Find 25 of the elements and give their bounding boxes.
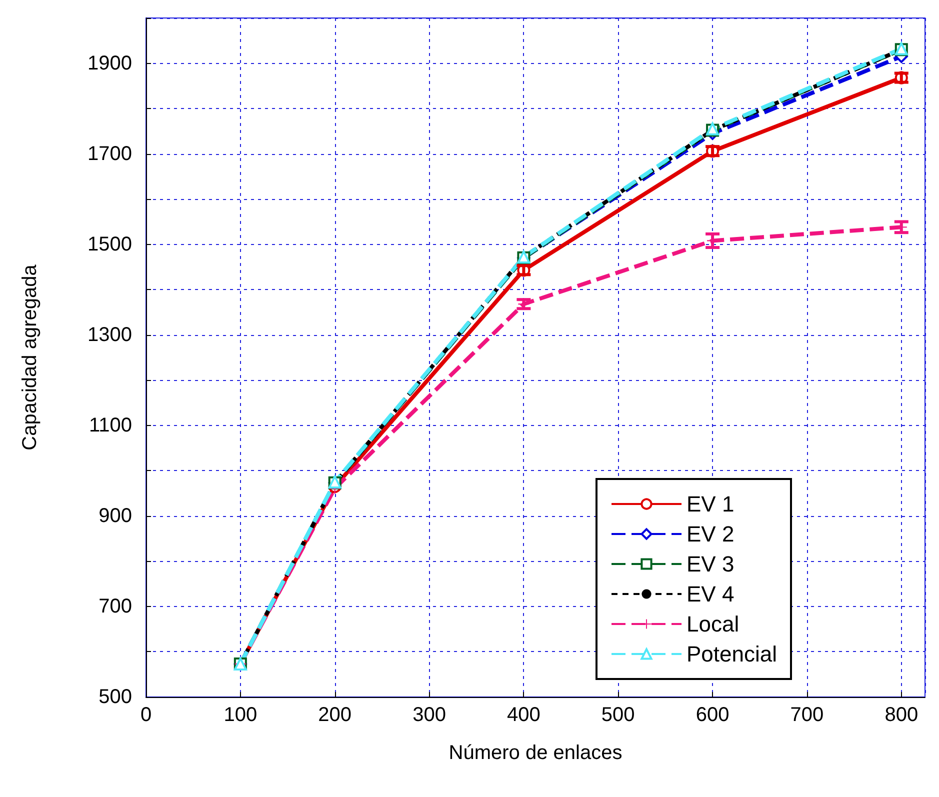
x-tick-label: 0: [140, 704, 152, 726]
y-tick-label: 500: [98, 686, 132, 708]
x-tick-label: 300: [412, 704, 446, 726]
x-axis-title: Número de enlaces: [448, 742, 622, 764]
legend-label: EV 3: [686, 552, 734, 576]
legend-label: Local: [686, 612, 740, 636]
x-tick-label: 200: [318, 704, 352, 726]
legend-label: EV 1: [686, 492, 734, 516]
x-tick-label: 100: [224, 704, 258, 726]
y-tick-label: 1300: [88, 324, 132, 346]
legend-label: EV 4: [686, 582, 734, 606]
x-tick-label: 800: [884, 704, 918, 726]
x-tick-label: 700: [790, 704, 824, 726]
legend-label: EV 2: [686, 522, 734, 546]
x-tick-label: 600: [696, 704, 730, 726]
y-tick-label: 700: [98, 595, 132, 618]
y-tick-label: 1100: [88, 414, 132, 436]
y-tick-label: 900: [98, 504, 132, 527]
x-tick-label: 500: [601, 704, 635, 726]
y-tick-label: 1900: [88, 52, 132, 74]
y-tick-label: 1500: [88, 233, 132, 256]
x-tick-label: 400: [507, 704, 540, 726]
y-axis-title: Capacidad agregada: [19, 264, 41, 450]
legend-label: Potencial: [686, 642, 778, 666]
y-tick-label: 1700: [88, 142, 132, 165]
